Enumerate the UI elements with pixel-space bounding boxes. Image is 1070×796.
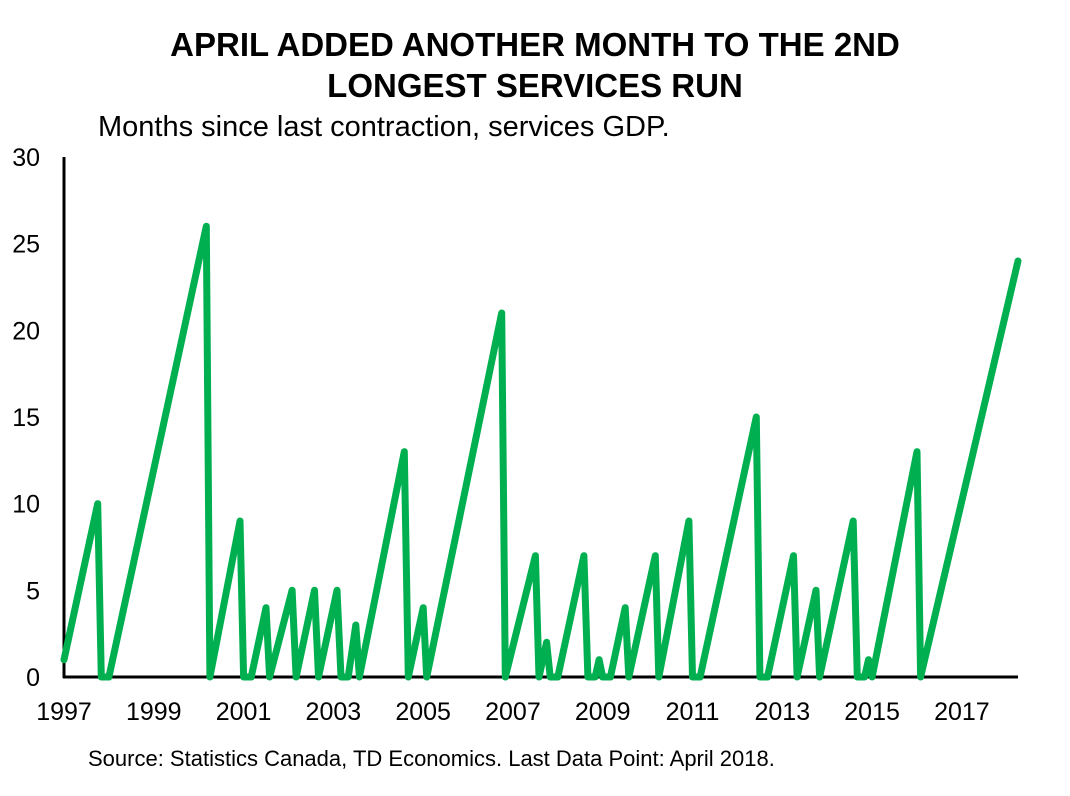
x-tick-label: 1999 bbox=[126, 698, 182, 726]
x-tick-label: 2015 bbox=[844, 698, 900, 726]
x-tick-label: 1997 bbox=[36, 698, 92, 726]
x-tick-label: 2001 bbox=[216, 698, 272, 726]
x-tick-label: 2013 bbox=[754, 698, 810, 726]
chart-title-line-2: LONGEST SERVICES RUN bbox=[327, 67, 743, 104]
source-note: Source: Statistics Canada, TD Economics.… bbox=[88, 746, 775, 771]
chart-subtitle: Months since last contraction, services … bbox=[98, 111, 670, 143]
x-tick-label: 2005 bbox=[395, 698, 451, 726]
y-tick-label: 0 bbox=[26, 664, 40, 692]
y-tick-label: 10 bbox=[12, 491, 40, 519]
x-tick-label: 2007 bbox=[485, 698, 541, 726]
y-tick-label: 30 bbox=[12, 144, 40, 172]
y-tick-label: 5 bbox=[26, 577, 40, 605]
x-tick-label: 2011 bbox=[666, 698, 720, 726]
y-tick-label: 25 bbox=[12, 231, 40, 259]
x-tick-label: 2017 bbox=[934, 698, 990, 726]
y-tick-label: 20 bbox=[12, 317, 40, 345]
tick-labels: 0 5 10 15 20 25 30 1997 1999 2001 2003 2005 2007 2009… bbox=[12, 144, 990, 726]
y-tick-label: 15 bbox=[12, 404, 40, 432]
chart-title: APRIL ADDED ANOTHER MONTH TO THE 2ND LON… bbox=[0, 24, 1070, 106]
x-tick-label: 2003 bbox=[306, 698, 362, 726]
chart-title-line-1: APRIL ADDED ANOTHER MONTH TO THE 2ND bbox=[170, 26, 900, 63]
series-line bbox=[60, 222, 1022, 681]
x-tick-label: 2009 bbox=[575, 698, 631, 726]
series-layer bbox=[60, 222, 1022, 681]
